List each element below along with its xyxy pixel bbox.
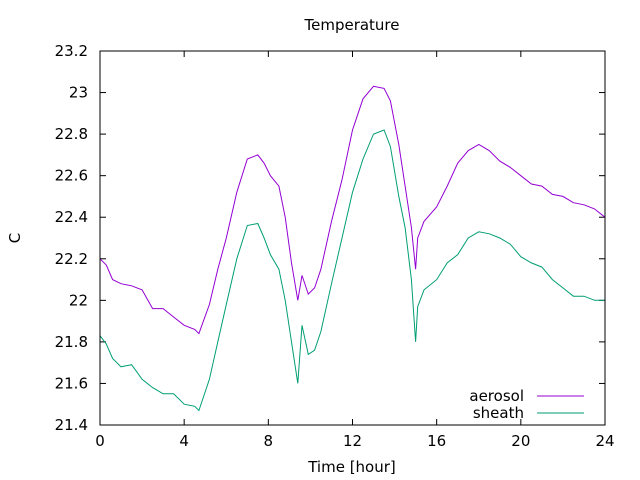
legend-label-aerosol: aerosol bbox=[469, 387, 524, 405]
series-line-sheath bbox=[99, 129, 605, 412]
y-tick-label: 22.6 bbox=[55, 167, 88, 185]
x-tick-label: 4 bbox=[179, 432, 189, 450]
y-tick-label: 22.4 bbox=[55, 208, 88, 226]
x-tick-label: 16 bbox=[427, 432, 446, 450]
y-tick-label: 23.2 bbox=[55, 42, 88, 60]
y-tick-label: 22 bbox=[69, 291, 88, 309]
x-axis-label: Time [hour] bbox=[307, 458, 396, 476]
chart-title: Temperature bbox=[303, 16, 399, 34]
x-tick-label: 20 bbox=[511, 432, 530, 450]
y-tick-label: 22.8 bbox=[55, 125, 88, 143]
series-lines bbox=[99, 85, 606, 412]
x-tick-label: 0 bbox=[95, 432, 105, 450]
y-tick-label: 21.6 bbox=[55, 374, 88, 392]
x-tick-label: 8 bbox=[264, 432, 274, 450]
y-tick-label: 21.8 bbox=[55, 333, 88, 351]
series-line-aerosol bbox=[99, 85, 606, 335]
x-tick-label: 12 bbox=[343, 432, 362, 450]
y-tick-label: 23 bbox=[69, 84, 88, 102]
x-tick-label: 24 bbox=[595, 432, 614, 450]
y-tick-label: 21.4 bbox=[55, 416, 88, 434]
y-axis-label: C bbox=[6, 233, 24, 243]
legend-label-sheath: sheath bbox=[473, 404, 524, 422]
axis-ticks: 21.4 21.6 21.8 22 22.2 22.4 22.6 22.8 23 23.2 0 4 8 1… bbox=[55, 42, 615, 450]
plot-frame bbox=[99, 50, 606, 426]
y-tick-label: 22.2 bbox=[55, 250, 88, 268]
